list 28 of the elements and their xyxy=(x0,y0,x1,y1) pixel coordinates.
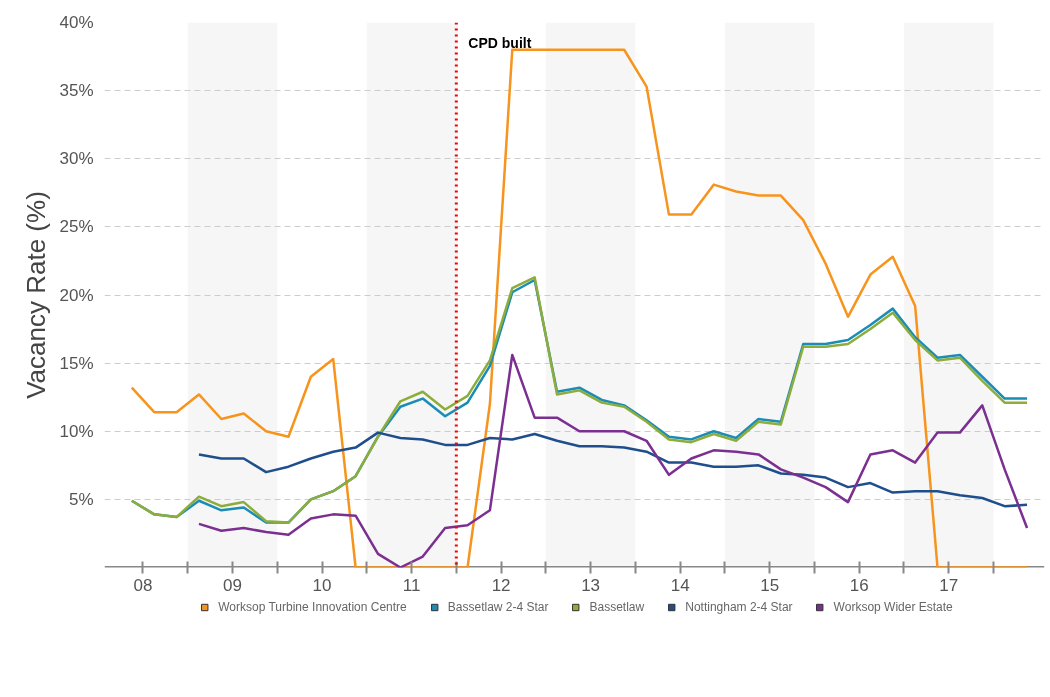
y-tick-label: 5% xyxy=(68,489,94,509)
y-tick-label: 25% xyxy=(59,217,94,237)
y-tick-label: 20% xyxy=(59,285,94,305)
y-axis-title: Vacancy Rate (%) xyxy=(21,191,52,399)
line-series xyxy=(130,48,1029,568)
x-tick-label: 08 xyxy=(133,575,153,595)
x-tick-label: 13 xyxy=(581,575,601,595)
legend-label: Bassetlaw 2-4 Star xyxy=(447,599,549,615)
line-series xyxy=(197,353,1029,568)
y-tick-label: 35% xyxy=(59,81,94,101)
legend-label: Bassetlaw xyxy=(589,599,645,615)
x-tick-label: 11 xyxy=(402,575,421,595)
y-tick-label: 40% xyxy=(59,13,94,32)
x-tick-label: 09 xyxy=(223,575,242,595)
ref-line-label: CPD built xyxy=(468,34,532,51)
x-tick-label: 12 xyxy=(491,575,511,595)
legend-label: Worksop Wider Estate xyxy=(833,599,953,615)
y-tick-label: 10% xyxy=(59,421,94,441)
legend-label: Nottingham 2-4 Star xyxy=(685,599,793,615)
y-tick-label: 15% xyxy=(59,353,94,373)
line-series xyxy=(197,431,1029,508)
x-tick-label: 14 xyxy=(670,575,690,595)
x-tick-label: 15 xyxy=(760,575,780,595)
x-tick-label: 10 xyxy=(312,575,332,595)
y-tick-label: 30% xyxy=(59,149,94,169)
x-tick-label: 16 xyxy=(849,575,869,595)
legend-label: Worksop Turbine Innovation Centre xyxy=(218,599,407,615)
x-tick-label: 17 xyxy=(939,575,959,595)
